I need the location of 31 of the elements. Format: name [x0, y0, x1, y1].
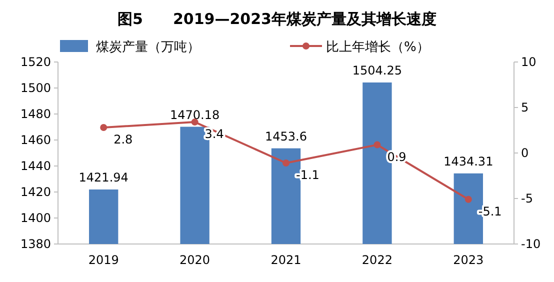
y2-tick-label: -5 — [521, 192, 533, 206]
y-tick-label: 1480 — [20, 107, 51, 121]
data-label: 1434.31 — [444, 154, 494, 168]
x-tick-label: 2019 — [88, 253, 119, 267]
y-tick-label: 1420 — [20, 185, 51, 199]
y-tick-label: 1520 — [20, 55, 51, 69]
y2-tick-label: 0 — [521, 146, 529, 160]
y-tick-label: 1400 — [20, 211, 51, 225]
data-label: 1453.6 — [265, 129, 307, 144]
x-tick-label: 2021 — [270, 253, 302, 267]
y-tick-label: 1500 — [20, 81, 51, 95]
point — [374, 141, 381, 148]
point — [100, 124, 108, 132]
x-tick-label: 2023 — [453, 253, 484, 267]
chart-title: 图5 2019—2023年煤炭产量及其增长速度 — [118, 10, 436, 28]
x-tick-label: 2020 — [180, 253, 210, 267]
data-label: 1470.18 — [170, 108, 220, 122]
data-label: 1504.25 — [352, 63, 402, 78]
y-tick-label: 1380 — [20, 237, 51, 251]
y2-tick-label: 5 — [521, 100, 529, 114]
y-tick-label: 1440 — [20, 159, 51, 173]
point — [282, 160, 290, 167]
legend-label: 比上年增长（%） — [326, 40, 430, 55]
y2-tick-label: -10 — [521, 237, 541, 251]
data-label: 2.8 — [114, 132, 133, 147]
legend-label: 煤炭产量（万吨） — [96, 40, 200, 55]
y-tick-label: 1460 — [20, 133, 51, 147]
x-tick-label: 2022 — [362, 253, 392, 267]
data-label: 1421.94 — [78, 170, 128, 184]
point — [464, 196, 472, 203]
y2-tick-label: 10 — [521, 55, 536, 69]
